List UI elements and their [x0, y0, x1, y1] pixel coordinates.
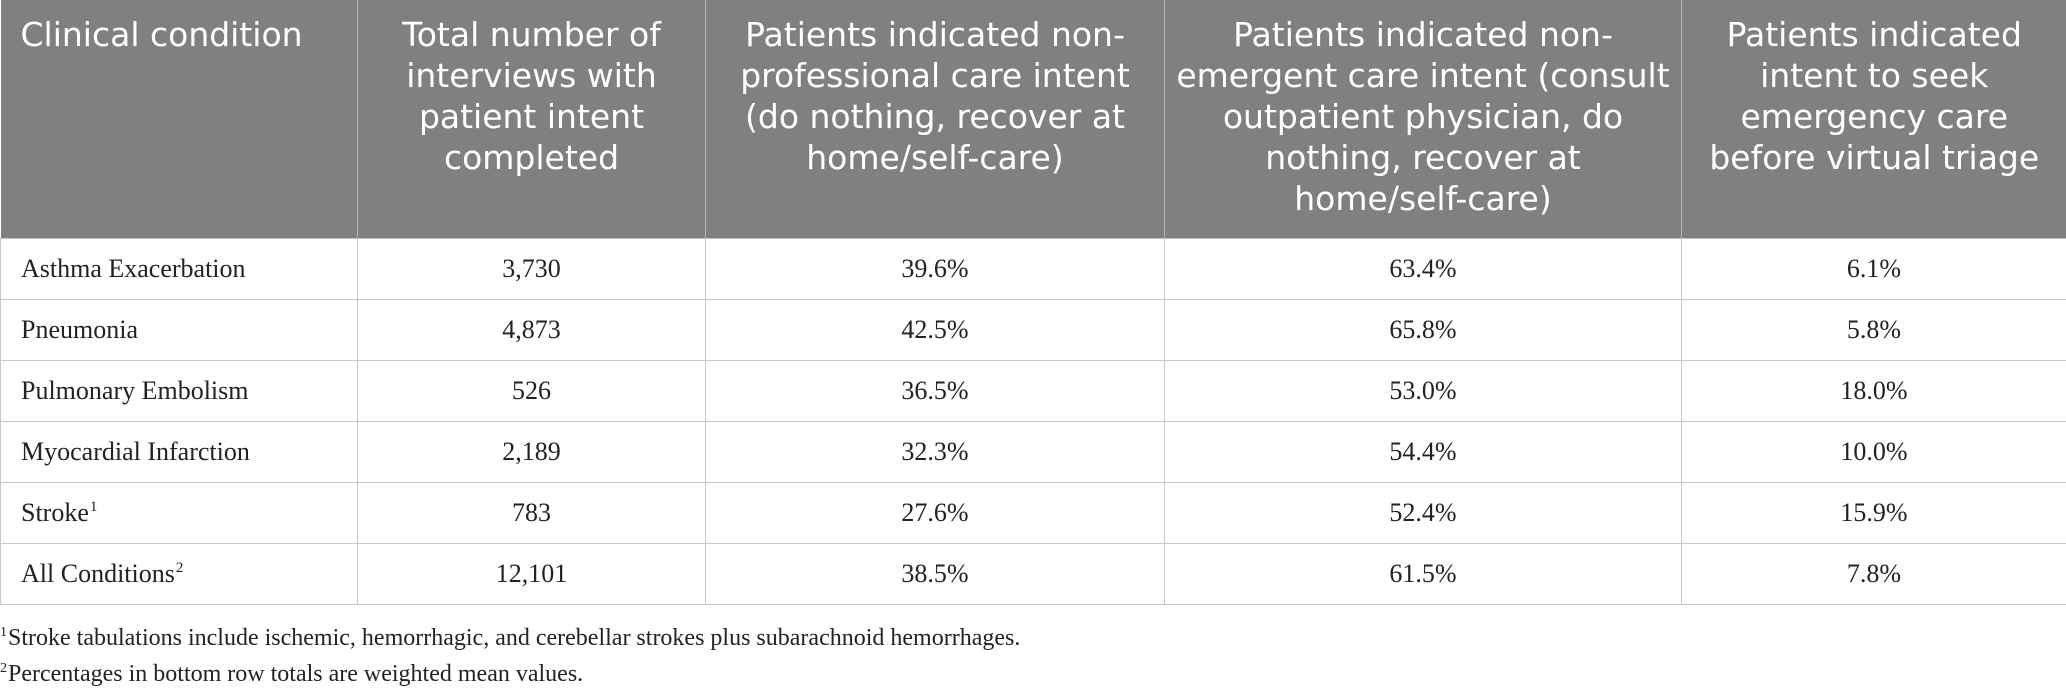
footnote-text: Stroke tabulations include ischemic, hem…	[8, 625, 1021, 651]
cell-total: 526	[357, 359, 706, 422]
cell-condition: Asthma Exacerbation	[0, 237, 358, 300]
condition-label: All Conditions	[21, 558, 175, 588]
cell-total: 12,101	[357, 542, 706, 605]
cell-emergency: 18.0%	[1681, 359, 2066, 422]
cell-emergency: 10.0%	[1681, 420, 2066, 483]
condition-label: Myocardial Infarction	[21, 436, 250, 466]
table-footnotes: 1Stroke tabulations include ischemic, he…	[0, 620, 1020, 692]
cell-non-professional: 27.6%	[705, 481, 1165, 544]
cell-emergency: 7.8%	[1681, 542, 2066, 605]
cell-condition: Myocardial Infarction	[0, 420, 358, 483]
table-row: Pneumonia 4,873 42.5% 65.8% 5.8%	[0, 298, 2066, 361]
condition-label: Pulmonary Embolism	[21, 375, 249, 405]
table-row: Stroke1 783 27.6% 52.4% 15.9%	[0, 481, 2066, 544]
cell-non-professional: 32.3%	[705, 420, 1165, 483]
table-row: Pulmonary Embolism 526 36.5% 53.0% 18.0%	[0, 359, 2066, 422]
footnote-number: 1	[0, 625, 7, 640]
cell-non-professional: 42.5%	[705, 298, 1165, 361]
cell-total: 2,189	[357, 420, 706, 483]
footnote-number: 2	[0, 661, 7, 676]
cell-non-emergent: 63.4%	[1164, 237, 1682, 300]
cell-non-emergent: 54.4%	[1164, 420, 1682, 483]
cell-non-professional: 39.6%	[705, 237, 1165, 300]
condition-label: Pneumonia	[21, 314, 138, 344]
table-header: Clinical condition Total number of inter…	[0, 0, 2066, 238]
header-non-emergent-care: Patients indicated non-emergent care int…	[1164, 0, 1682, 238]
cell-non-emergent: 65.8%	[1164, 298, 1682, 361]
footnote-marker: 2	[175, 559, 184, 576]
cell-emergency: 15.9%	[1681, 481, 2066, 544]
cell-condition: Pneumonia	[0, 298, 358, 361]
cell-non-professional: 38.5%	[705, 542, 1165, 605]
footnote: 1Stroke tabulations include ischemic, he…	[0, 620, 1020, 656]
cell-non-emergent: 53.0%	[1164, 359, 1682, 422]
cell-condition: Stroke1	[0, 481, 358, 544]
cell-total: 4,873	[357, 298, 706, 361]
table-row: Myocardial Infarction 2,189 32.3% 54.4% …	[0, 420, 2066, 483]
header-row: Clinical condition Total number of inter…	[0, 0, 2066, 238]
cell-condition: All Conditions2	[0, 542, 358, 605]
cell-total: 783	[357, 481, 706, 544]
condition-label: Stroke	[21, 497, 89, 527]
footnote-text: Percentages in bottom row totals are wei…	[8, 661, 584, 687]
cell-emergency: 6.1%	[1681, 237, 2066, 300]
table-row: All Conditions2 12,101 38.5% 61.5% 7.8%	[0, 542, 2066, 605]
header-total-interviews: Total number of interviews with patient …	[357, 0, 706, 238]
footnote: 2Percentages in bottom row totals are we…	[0, 656, 1020, 692]
cell-total: 3,730	[357, 237, 706, 300]
header-emergency-care: Patients indicated intent to seek emerge…	[1681, 0, 2066, 238]
clinical-intent-table: Clinical condition Total number of inter…	[0, 0, 2066, 605]
cell-non-emergent: 52.4%	[1164, 481, 1682, 544]
table-row: Asthma Exacerbation 3,730 39.6% 63.4% 6.…	[0, 237, 2066, 300]
footnote-marker: 1	[89, 498, 98, 515]
cell-emergency: 5.8%	[1681, 298, 2066, 361]
condition-label: Asthma Exacerbation	[21, 253, 246, 283]
results-table-container: Clinical condition Total number of inter…	[0, 0, 2066, 605]
table-body: Asthma Exacerbation 3,730 39.6% 63.4% 6.…	[0, 237, 2066, 605]
cell-condition: Pulmonary Embolism	[0, 359, 358, 422]
cell-non-emergent: 61.5%	[1164, 542, 1682, 605]
header-clinical-condition: Clinical condition	[0, 0, 358, 238]
header-non-professional-care: Patients indicated non-professional care…	[705, 0, 1165, 238]
cell-non-professional: 36.5%	[705, 359, 1165, 422]
